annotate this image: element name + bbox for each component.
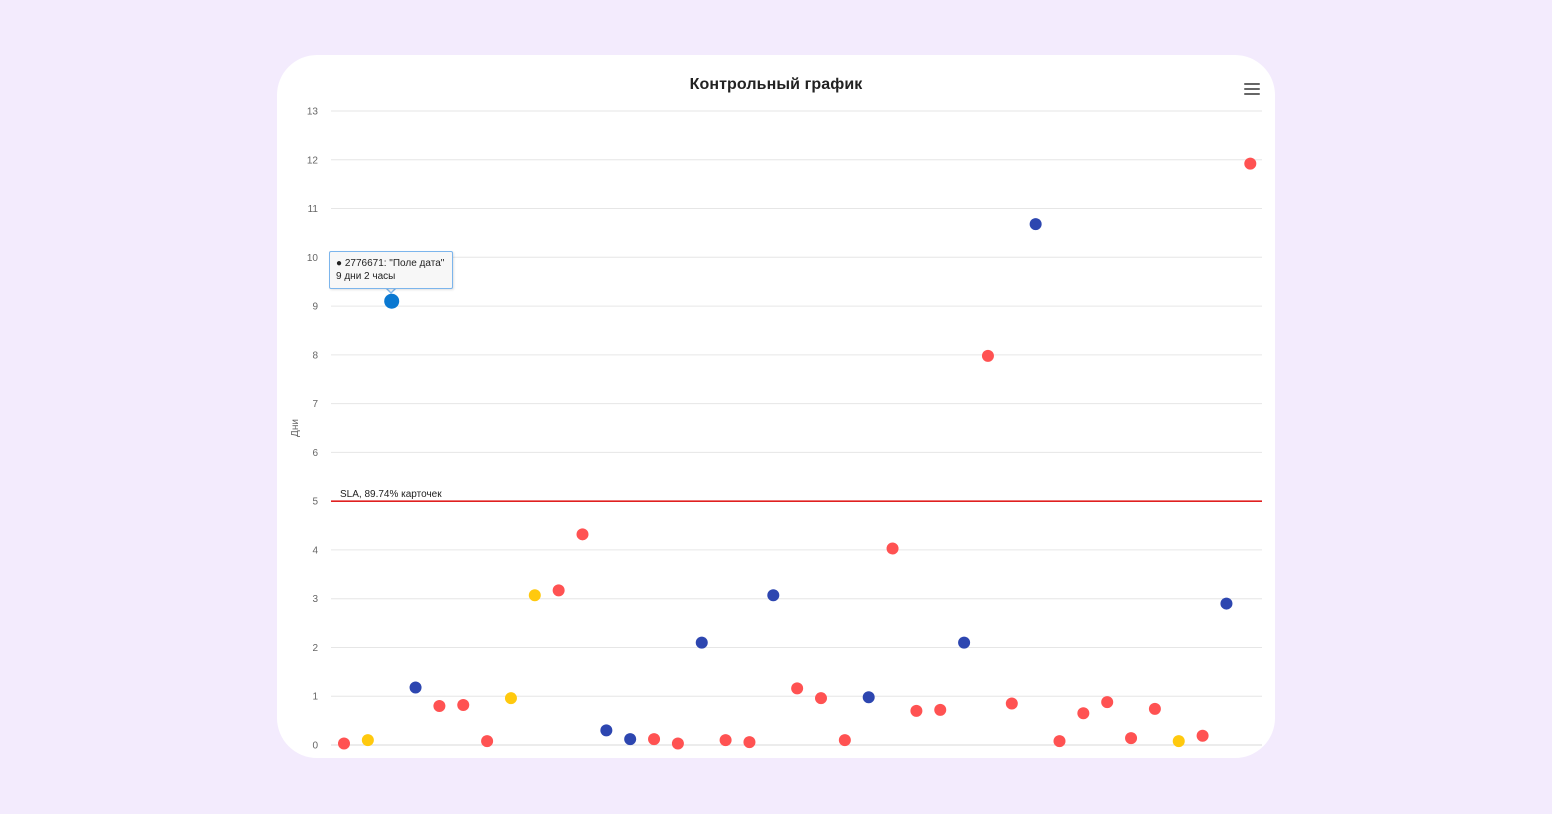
sla-threshold: SLA, 89.74% карточек [331,489,1262,502]
y-tick-label: 1 [312,692,318,703]
data-point[interactable] [719,734,732,747]
data-point[interactable] [338,737,350,750]
tooltip-line1: ● 2776671: "Поле дата" [336,258,445,269]
data-point[interactable] [695,636,708,649]
y-tick-label: 7 [312,399,318,410]
data-point[interactable] [1125,732,1138,745]
data-point[interactable] [1196,729,1209,742]
data-point[interactable] [838,734,851,747]
y-tick-label: 12 [307,155,319,166]
y-tick-label: 0 [312,741,318,752]
data-point[interactable] [862,691,875,704]
data-point[interactable] [1244,157,1257,170]
point-tooltip: ● 2776671: "Поле дата" 9 дни 2 часы [329,251,453,289]
data-point[interactable] [361,734,374,747]
data-point[interactable] [1101,696,1114,709]
data-point[interactable] [481,735,494,748]
data-point[interactable] [958,636,971,649]
data-point[interactable] [624,733,637,746]
data-point[interactable] [767,589,780,602]
y-tick-label: 13 [307,107,319,118]
data-point[interactable] [433,699,446,712]
menu-bar [1244,88,1260,90]
data-point[interactable] [1172,735,1185,748]
menu-bar [1244,83,1260,85]
y-tick-label: 4 [312,545,318,556]
data-point[interactable] [528,589,541,602]
menu-bar [1244,93,1260,95]
y-tick-label: 10 [307,253,319,264]
data-point[interactable] [815,692,827,705]
data-point[interactable] [1053,735,1066,748]
y-tick-label: 8 [312,350,318,361]
y-tick-label: 9 [312,302,318,313]
data-point[interactable] [1005,697,1018,710]
data-point[interactable] [648,733,661,746]
data-point[interactable] [1029,218,1042,231]
y-tick-label: 3 [312,594,318,605]
data-point[interactable] [1220,597,1233,610]
data-point[interactable] [1148,702,1161,715]
chart-title: Контрольный график [689,76,863,93]
data-point[interactable] [1077,707,1090,720]
data-point[interactable] [671,737,684,750]
chart-card [277,55,1275,758]
y-axis-label: Дни [290,419,301,437]
hamburger-menu-icon[interactable] [1244,83,1260,95]
data-point[interactable] [600,724,613,737]
y-tick-label: 5 [312,497,318,508]
tooltip-line2: 9 дни 2 часы [336,271,396,282]
data-point[interactable] [743,736,756,749]
data-point[interactable] [576,528,589,541]
y-tick-label: 2 [312,643,318,654]
y-tick-label: 11 [308,204,319,215]
data-point[interactable] [457,699,470,712]
data-point[interactable] [409,681,422,694]
data-point[interactable] [552,584,565,597]
data-point[interactable] [910,704,923,717]
data-points [338,157,1257,750]
data-point[interactable] [504,692,517,705]
data-point-highlighted[interactable] [384,293,400,309]
data-point[interactable] [934,703,947,716]
y-tick-label: 6 [312,448,318,459]
sla-label: SLA, 89.74% карточек [340,489,442,500]
data-point[interactable] [886,542,899,555]
tooltip-arrow-inner [386,287,396,292]
data-point[interactable] [791,682,804,695]
grid-lines [331,110,1262,746]
data-point[interactable] [981,349,994,362]
